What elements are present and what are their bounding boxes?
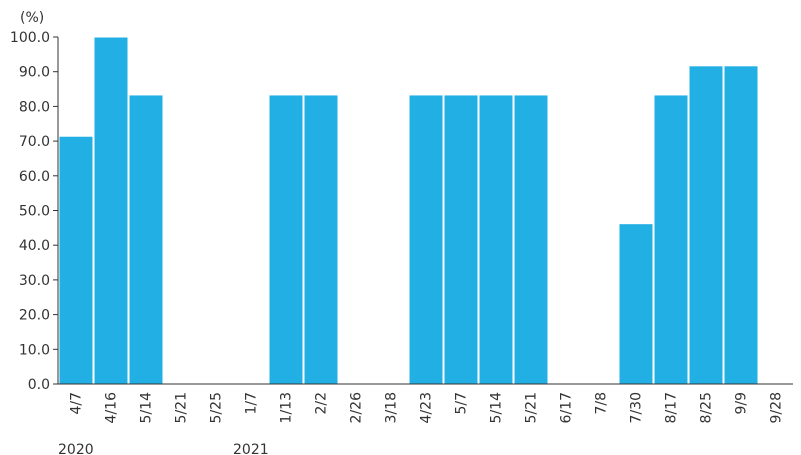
x-tick-label: 8/25 (699, 392, 715, 423)
x-tick-label: 4/7 (69, 392, 85, 415)
y-tick-label: 90.0 (19, 65, 50, 81)
x-tick-label: 9/28 (769, 392, 785, 423)
bar-5-14 (128, 94, 164, 385)
x-axis-ticks: 4/7 4/16 5/14 5/21 5/25 1/7 1/13 2/2 2/26 3/18 4/2… (69, 392, 785, 424)
y-tick-label: 100.0 (10, 30, 50, 46)
x-tick-label: 7/8 (594, 392, 610, 415)
x-tick-label: 5/14 (139, 392, 155, 424)
bar-1-13 (268, 94, 304, 385)
y-tick-label: 40.0 (19, 238, 50, 254)
y-tick-label: 70.0 (19, 134, 50, 150)
y-tick-label: 50.0 (19, 204, 50, 220)
bar-4-7 (58, 135, 94, 385)
year-labels: 2020 2021 (58, 442, 269, 455)
y-axis-ticks: 0.0 10.0 20.0 30.0 40.0 50.0 60.0 70.0 80.0 90.0 1… (10, 30, 58, 393)
x-tick-label: 1/7 (244, 392, 260, 415)
bar-8-25 (688, 65, 724, 385)
x-tick-label: 1/13 (279, 392, 295, 423)
x-tick-label: 8/17 (664, 392, 680, 423)
x-tick-label: 2/2 (314, 392, 330, 415)
bars (58, 36, 759, 385)
year-label: 2021 (233, 442, 269, 455)
x-tick-label: 7/30 (629, 392, 645, 423)
x-tick-label: 3/18 (384, 392, 400, 423)
bar-4-16 (93, 36, 129, 385)
bar-2-2 (303, 94, 339, 385)
y-tick-label: 30.0 (19, 273, 50, 289)
x-tick-label: 6/17 (559, 392, 575, 423)
bar-5-21 (513, 94, 549, 385)
bar-5-14 (478, 94, 514, 385)
x-tick-label: 4/16 (104, 392, 120, 424)
x-tick-label: 5/21 (524, 392, 540, 423)
y-tick-label: 60.0 (19, 169, 50, 185)
x-tick-label: 2/26 (349, 392, 365, 424)
y-axis-unit: (%) (20, 10, 44, 26)
x-tick-label: 4/23 (419, 392, 435, 423)
y-tick-label: 20.0 (19, 308, 50, 324)
y-tick-label: 0.0 (28, 377, 50, 393)
x-tick-label: 9/9 (734, 392, 750, 415)
x-tick-label: 5/7 (454, 392, 470, 415)
bar-7-30 (618, 223, 654, 385)
y-tick-label: 10.0 (19, 342, 50, 358)
y-tick-label: 80.0 (19, 99, 50, 115)
x-tick-label: 5/21 (174, 392, 190, 423)
year-label: 2020 (58, 442, 94, 455)
bar-4-23 (408, 94, 444, 385)
bar-5-7 (443, 94, 479, 385)
x-tick-label: 5/14 (489, 392, 505, 424)
bar-9-9 (723, 65, 759, 385)
x-tick-label: 5/25 (209, 392, 225, 423)
bar-8-17 (653, 94, 689, 385)
